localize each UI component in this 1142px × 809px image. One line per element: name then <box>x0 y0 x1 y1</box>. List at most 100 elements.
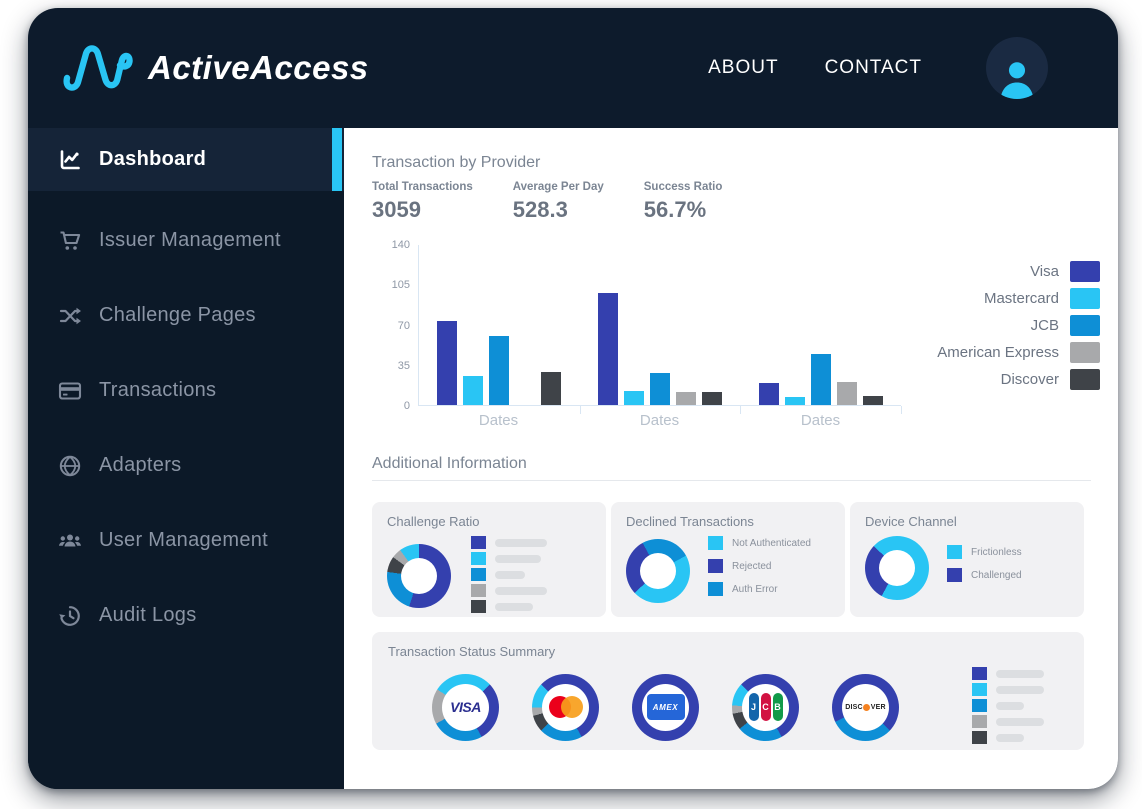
placeholder-bar <box>996 669 1044 678</box>
summary-donut-amex: AMEX <box>632 673 699 741</box>
legend-row-jcb[interactable]: JCB <box>937 315 1100 336</box>
nav-item-about[interactable]: ABOUT <box>708 57 779 78</box>
x-axis-label: Dates <box>478 412 519 429</box>
bar-plot <box>418 245 902 414</box>
stat-block: Success Ratio 56.7% <box>644 181 723 223</box>
legend-swatch <box>972 715 987 728</box>
page-title: Transaction by Provider <box>372 154 541 171</box>
stat-value: 56.7% <box>643 197 707 222</box>
sidebar-item-issuer-management[interactable]: Issuer Management <box>28 203 344 278</box>
stat-label: Total Transactions <box>372 181 473 193</box>
sidebar-item-label: Audit Logs <box>99 604 197 626</box>
legend-row-mastercard[interactable]: Mastercard <box>937 288 1100 309</box>
bar-discover <box>702 392 722 405</box>
skeleton-legend-row <box>471 584 547 597</box>
bar-visa <box>758 383 779 405</box>
y-axis-tick: 0 <box>403 400 410 412</box>
bar-visa <box>437 321 458 405</box>
skeleton-legend-row <box>471 552 547 565</box>
y-axis-tick: 105 <box>391 279 410 292</box>
placeholder-bar <box>495 538 547 547</box>
person-icon <box>1000 62 1034 99</box>
legend-label: Discover <box>1000 371 1059 388</box>
bar-group-1 <box>419 245 581 414</box>
skeleton-legend-row <box>972 731 1044 744</box>
legend-row-american-express[interactable]: American Express <box>937 342 1100 363</box>
legend-row-discover[interactable]: Discover <box>937 369 1100 390</box>
challenge-ratio-donut <box>387 544 451 608</box>
x-axis-label: Dates <box>800 412 841 429</box>
device-channel-card: Device Channel Frictionless Challenged <box>850 502 1084 617</box>
legend-swatch <box>947 545 962 559</box>
summary-donut-mastercard <box>532 673 599 741</box>
credit-card-icon <box>58 379 82 403</box>
mastercard-logo <box>548 696 583 718</box>
placeholder-bar <box>996 701 1024 710</box>
bar-jcb <box>810 354 831 405</box>
legend-row-visa[interactable]: Visa <box>937 261 1100 282</box>
app-window: ActiveAccess ABOUT CONTACT Dashboard Issue… <box>28 8 1118 789</box>
card-title: Declined Transactions <box>626 514 754 529</box>
sidebar-item-audit-logs[interactable]: Audit Logs <box>28 578 344 653</box>
legend-swatch <box>972 731 987 744</box>
amex-logo: AMEX <box>646 694 685 720</box>
sidebar-item-label: Issuer Management <box>99 229 281 251</box>
stat-block: Total Transactions 3059 <box>372 181 473 223</box>
bar-american-express <box>836 382 857 405</box>
legend-swatch <box>972 683 987 696</box>
donut-hole: DISC VER <box>842 683 889 731</box>
declined-transactions-card: Declined Transactions Not Authenticated R… <box>611 502 845 617</box>
sidebar-item-challenge-pages[interactable]: Challenge Pages <box>28 278 344 353</box>
info-cards-row: Challenge Ratio Declined Transactions No… <box>372 502 1084 617</box>
history-icon <box>58 604 82 628</box>
sidebar-item-dashboard[interactable]: Dashboard <box>28 128 344 191</box>
skeleton-legend-row <box>972 667 1044 680</box>
sidebar-item-user-management[interactable]: User Management <box>28 503 344 578</box>
summary-skeleton-legend <box>972 667 1044 747</box>
stat-label: Success Ratio <box>643 181 723 193</box>
sidebar-item-adapters[interactable]: Adapters <box>28 428 344 503</box>
skeleton-legend-row <box>471 536 547 549</box>
legend-label: Not Authenticated <box>732 537 811 549</box>
nav-item-contact[interactable]: CONTACT <box>824 57 922 78</box>
bar-jcb <box>489 336 510 405</box>
bar-visa <box>598 293 618 405</box>
legend-swatch <box>1070 369 1100 390</box>
shuffle-icon <box>58 304 82 328</box>
legend-row: Challenged <box>947 568 1022 582</box>
legend-swatch <box>708 559 723 573</box>
summary-donut-discover: DISC VER <box>832 673 899 741</box>
bar-chart-legend: Visa Mastercard JCB American Express Discove… <box>937 261 1100 396</box>
stat-label: Average Per Day <box>512 181 604 193</box>
legend-swatch <box>1070 261 1100 282</box>
legend-row: Frictionless <box>947 545 1022 559</box>
placeholder-bar <box>495 602 533 611</box>
user-avatar[interactable] <box>986 37 1048 99</box>
legend-swatch <box>1070 342 1100 363</box>
placeholder-bar <box>495 570 525 579</box>
sidebar-item-transactions[interactable]: Transactions <box>28 353 344 428</box>
card-title: Challenge Ratio <box>387 514 480 529</box>
legend-label: Visa <box>1030 263 1059 280</box>
bar-mastercard <box>624 391 644 405</box>
stat-value: 528.3 <box>512 197 568 222</box>
placeholder-bar <box>495 586 547 595</box>
y-axis-tick: 140 <box>391 239 410 251</box>
x-axis-labels: Dates Dates Dates <box>418 412 901 429</box>
legend-swatch <box>471 584 486 597</box>
placeholder-bar <box>495 554 541 563</box>
device-channel-donut <box>865 536 929 600</box>
legend-label: Rejected <box>732 560 772 572</box>
donut-hole: VISA <box>442 683 489 731</box>
y-axis-tick: 70 <box>397 319 410 332</box>
skeleton-legend-row <box>471 600 547 613</box>
legend-swatch <box>471 536 486 549</box>
top-nav: ABOUT CONTACT <box>708 57 922 79</box>
sidebar-item-label: User Management <box>99 529 269 551</box>
brand-name: ActiveAccess <box>148 49 369 86</box>
declined-transactions-donut <box>626 538 690 603</box>
skeleton-legend-row <box>972 683 1044 696</box>
card-title: Device Channel <box>865 514 957 529</box>
